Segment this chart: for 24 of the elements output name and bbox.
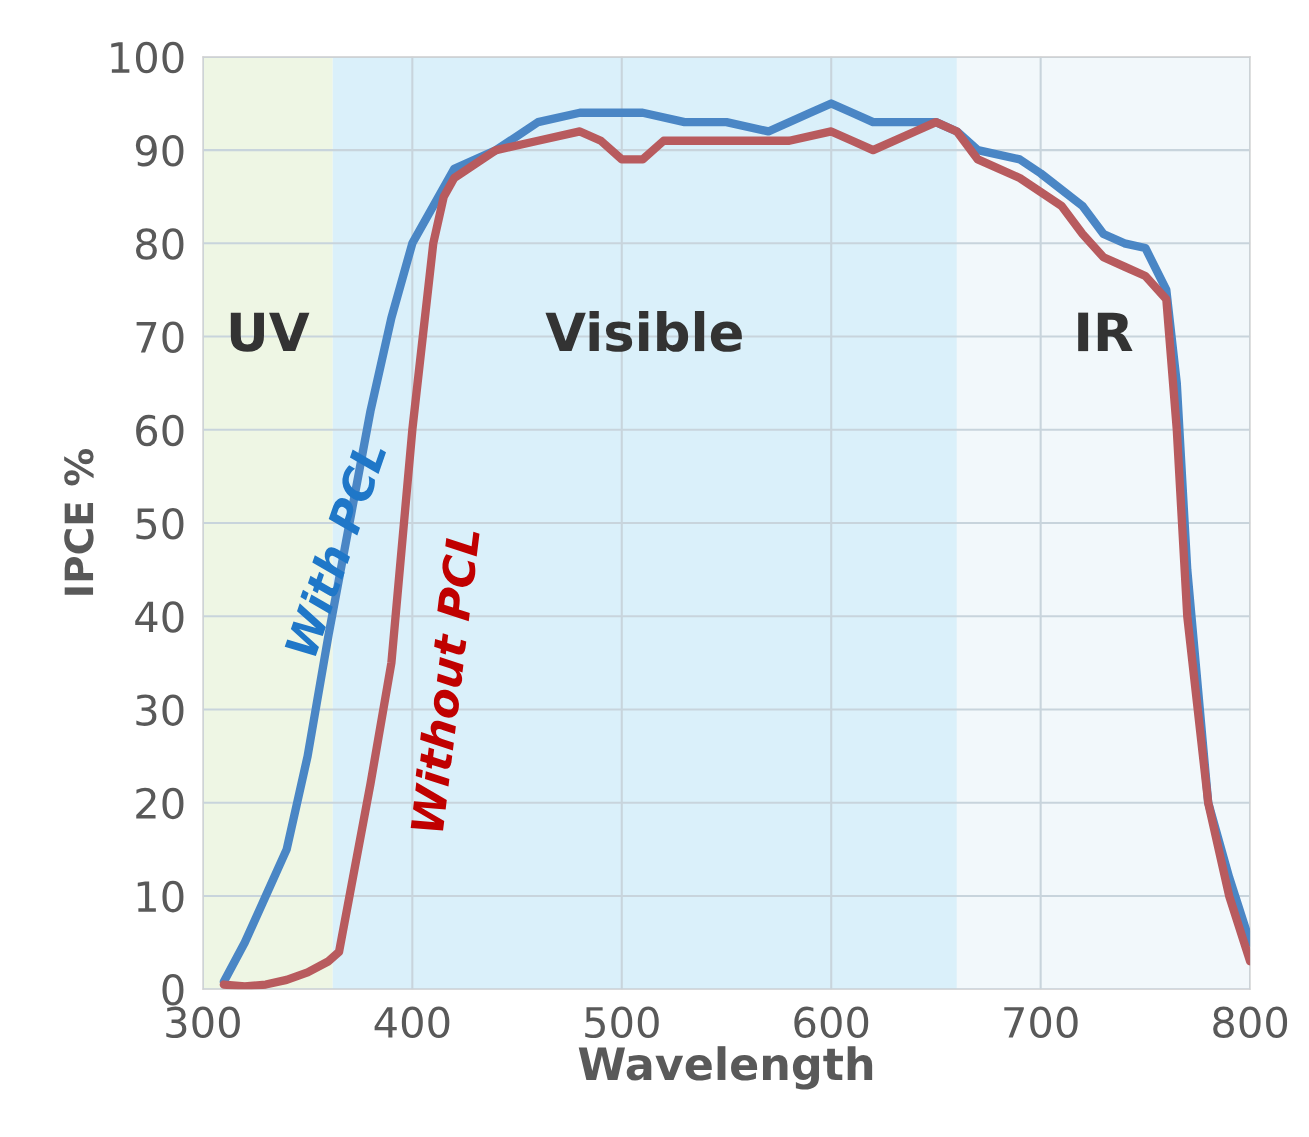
- x-axis-title: Wavelength: [578, 1046, 873, 1090]
- y-tick-label: 20: [136, 787, 184, 820]
- y-tick-label: 60: [136, 414, 184, 447]
- x-tick-label: 300: [166, 1006, 240, 1039]
- y-tick-label: 30: [136, 694, 184, 726]
- text: Without PCL: [409, 528, 481, 832]
- y-tick-label: 40: [135, 601, 184, 633]
- y-tick-label: 100: [111, 41, 184, 74]
- y-tick-label: 0: [162, 974, 184, 1006]
- x-tick-label: 800: [1213, 1006, 1288, 1039]
- y-tick-label: 70: [136, 321, 184, 353]
- y-tick-label: 10: [137, 880, 184, 913]
- x-tick-label: 600: [794, 1006, 869, 1039]
- text: With PCL: [283, 440, 387, 658]
- band-label: UV: [230, 312, 310, 352]
- y-axis-title: IPCE %: [64, 448, 94, 595]
- x-tick-label: 500: [585, 1006, 659, 1039]
- x-tick-label: 400: [374, 1006, 450, 1039]
- band-label: Visible: [545, 311, 742, 352]
- y-tick-label: 50: [136, 507, 184, 540]
- x-tick-label: 700: [1004, 1006, 1078, 1039]
- y-tick-label: 90: [135, 134, 184, 167]
- band-label: IR: [1078, 312, 1133, 352]
- y-tick-label: 80: [136, 228, 184, 260]
